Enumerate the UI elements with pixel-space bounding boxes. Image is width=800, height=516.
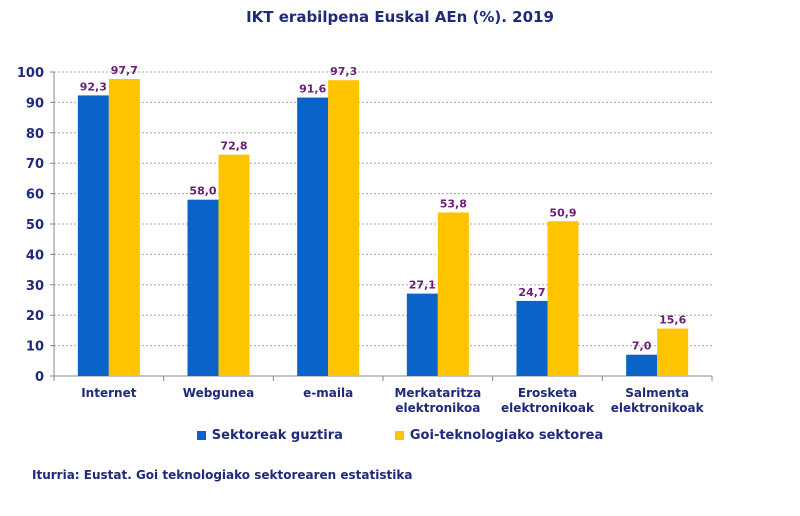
bar-total xyxy=(297,97,329,376)
source-note: Iturria: Eustat. Goi teknologiako sektor… xyxy=(32,468,413,482)
data-label: 50,9 xyxy=(549,206,576,219)
y-tick-label: 0 xyxy=(35,370,44,385)
y-tick-label: 50 xyxy=(26,218,44,233)
data-label: 97,3 xyxy=(330,65,357,78)
data-label: 53,8 xyxy=(440,197,467,210)
bar-hightech xyxy=(547,221,579,376)
x-tick-label: Erosketa xyxy=(518,386,577,400)
x-tick-label: Webgunea xyxy=(183,386,254,400)
y-tick-label: 80 xyxy=(26,127,44,142)
legend-label-hightech: Goi-teknologiako sektorea xyxy=(409,428,604,443)
x-tick-label: elektronikoak xyxy=(501,401,595,415)
legend-item-hightech: Goi-teknologiako sektorea xyxy=(394,428,604,443)
legend-label-total: Sektoreak guztira xyxy=(211,428,343,443)
y-tick-label: 60 xyxy=(26,188,44,203)
legend-item-total: Sektoreak guztira xyxy=(196,428,343,443)
chart-title: IKT erabilpena Euskal AEn (%). 2019 xyxy=(246,8,554,26)
y-tick-label: 90 xyxy=(26,96,44,111)
y-tick-label: 10 xyxy=(26,340,44,355)
bar-hightech xyxy=(218,154,250,376)
data-label: 15,6 xyxy=(659,314,686,327)
x-tick-label: Merkataritza xyxy=(394,386,481,400)
data-label: 97,7 xyxy=(111,64,138,77)
legend-swatch-hightech xyxy=(394,431,404,440)
data-label: 24,7 xyxy=(518,286,545,299)
data-label: 92,3 xyxy=(80,80,107,93)
y-tick-label: 100 xyxy=(17,66,44,81)
x-tick-label: Salmenta xyxy=(625,386,689,400)
bar-total xyxy=(626,354,658,376)
y-tick-label: 30 xyxy=(26,279,44,294)
data-label: 72,8 xyxy=(220,140,247,153)
y-tick-label: 20 xyxy=(26,309,44,324)
bar-hightech xyxy=(328,80,360,376)
bar-hightech xyxy=(108,78,140,376)
legend-swatch-total xyxy=(196,431,206,440)
bar-chart: 0 10 20 30 40 50 60 70 80 90 100 92,3 97,7 Internet 58… xyxy=(17,64,713,415)
x-tick-label: e-maila xyxy=(303,386,353,400)
bar-total xyxy=(77,95,109,377)
legend: Sektoreak guztira Goi-teknologiako sekto… xyxy=(0,428,800,443)
bar-total xyxy=(187,199,219,376)
data-label: 91,6 xyxy=(299,83,326,96)
data-label: 58,0 xyxy=(189,185,216,198)
bar-hightech xyxy=(657,328,689,376)
y-tick-label: 70 xyxy=(26,157,44,172)
x-tick-label: elektronikoak xyxy=(611,401,705,415)
y-tick-label: 40 xyxy=(26,248,44,263)
x-tick-label: elektronikoa xyxy=(395,401,480,415)
data-label: 27,1 xyxy=(409,279,436,292)
bar-hightech xyxy=(437,212,469,376)
x-tick-label: Internet xyxy=(81,386,136,400)
bar-total xyxy=(516,300,548,376)
bar-total xyxy=(406,293,438,376)
data-label: 7,0 xyxy=(632,340,652,353)
